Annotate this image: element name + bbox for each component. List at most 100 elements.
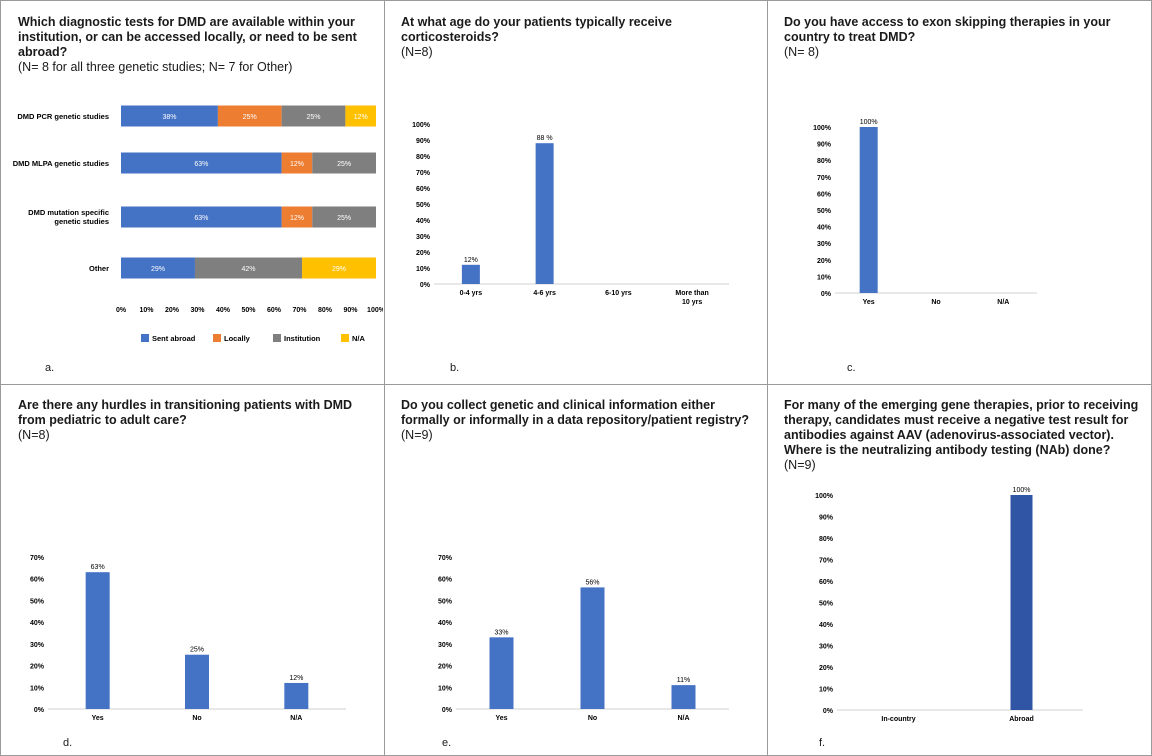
bar xyxy=(535,143,554,284)
data-label: 12% xyxy=(290,215,304,222)
grid-divider xyxy=(384,1,385,755)
bar-segment xyxy=(312,206,376,228)
panel-title: Do you have access to exon skipping ther… xyxy=(784,15,1146,60)
panel-d: Are there any hurdles in transitioning p… xyxy=(1,384,383,754)
x-tick-label: 0% xyxy=(116,307,127,314)
y-tick-label: 20% xyxy=(416,250,431,257)
data-label: 12% xyxy=(290,161,304,168)
bar-chart-b: 0% 10% 20% 30% 40% 50% 60% 70% 80% 90% 100% 12% 0-4 … xyxy=(412,122,729,306)
x-tick-label: 100% xyxy=(367,307,383,314)
y-tick-label: 0% xyxy=(823,708,834,715)
category-label: DMD mutation specific xyxy=(28,208,109,217)
y-tick-label: 70% xyxy=(819,558,834,565)
data-label: 56% xyxy=(585,579,599,586)
y-tick-label: 90% xyxy=(819,515,834,522)
data-label: 33% xyxy=(494,629,508,636)
y-tick-label: 100% xyxy=(813,125,832,132)
x-tick-label: N/A xyxy=(290,715,302,722)
panel-label: f. xyxy=(819,737,826,749)
category-label: DMD PCR genetic studies xyxy=(17,112,109,121)
y-tick-label: 40% xyxy=(416,218,431,225)
y-tick-label: 80% xyxy=(416,154,431,161)
panel-label: c. xyxy=(847,362,856,374)
data-label: 29% xyxy=(151,266,165,273)
y-tick-label: 10% xyxy=(416,266,431,273)
x-tick-label: 4-6 yrs xyxy=(533,290,556,297)
y-tick-label: 20% xyxy=(438,664,453,671)
panel-label: e. xyxy=(442,737,452,749)
data-label: 12% xyxy=(289,675,303,682)
panel-subtitle: (N=9) xyxy=(784,458,816,472)
panel-subtitle: (N= 8 for all three genetic studies; N= … xyxy=(18,60,293,74)
y-tick-label: 10% xyxy=(30,685,45,692)
legend-label: Sent abroad xyxy=(152,334,196,343)
bar-segment xyxy=(121,257,195,279)
bar xyxy=(461,264,480,284)
x-tick-label: 30% xyxy=(190,307,205,314)
x-tick-label: 50% xyxy=(241,307,256,314)
bar-segment xyxy=(217,105,282,127)
panel-title-text: For many of the emerging gene therapies,… xyxy=(784,398,1139,457)
grid-divider xyxy=(1,384,1151,385)
y-tick-label: 100% xyxy=(412,122,431,129)
bar-segment xyxy=(345,105,376,127)
bar xyxy=(671,685,696,709)
x-tick-label: 40% xyxy=(216,307,231,314)
x-tick-label: 0-4 yrs xyxy=(460,290,483,297)
y-tick-label: 60% xyxy=(30,577,45,584)
data-label: 25% xyxy=(337,161,351,168)
y-tick-label: 0% xyxy=(821,291,832,298)
y-tick-label: 30% xyxy=(30,642,45,649)
legend-swatch xyxy=(213,334,221,342)
y-tick-label: 60% xyxy=(819,579,834,586)
bar-chart-f: 0% 10% 20% 30% 40% 50% 60% 70% 80% 90% 100% In-coun… xyxy=(815,487,1083,723)
x-tick-label: 90% xyxy=(343,307,358,314)
panel-f: For many of the emerging gene therapies,… xyxy=(767,384,1150,754)
category-label: genetic studies xyxy=(54,217,109,226)
x-tick-label: Yes xyxy=(495,715,507,722)
y-tick-label: 40% xyxy=(438,620,453,627)
panel-title: Which diagnostic tests for DMD are avail… xyxy=(18,15,380,75)
y-tick-label: 100% xyxy=(815,493,834,500)
y-tick-label: 70% xyxy=(438,555,453,562)
legend-label: N/A xyxy=(352,334,366,343)
y-tick-label: 90% xyxy=(416,138,431,145)
x-tick-label: 20% xyxy=(165,307,180,314)
y-tick-label: 50% xyxy=(30,598,45,605)
bar-segment xyxy=(121,105,218,127)
y-tick-label: 0% xyxy=(442,707,453,714)
y-tick-label: 10% xyxy=(819,687,834,694)
grid-divider xyxy=(767,1,768,755)
legend-label: Institution xyxy=(284,334,321,343)
category-label: DMD MLPA genetic studies xyxy=(13,159,109,168)
panel-title-text: Do you have access to exon skipping ther… xyxy=(784,15,1111,44)
data-label: 25% xyxy=(243,114,257,121)
y-tick-label: 60% xyxy=(438,577,453,584)
legend-swatch xyxy=(273,334,281,342)
x-tick-label: In-country xyxy=(881,716,915,723)
data-label: 88 % xyxy=(537,135,553,142)
panel-subtitle: (N=9) xyxy=(401,428,433,442)
legend-label: Locally xyxy=(224,334,251,343)
bar xyxy=(580,587,605,709)
bar-chart-c: 0% 10% 20% 30% 40% 50% 60% 70% 80% 90% 100% 100% Yes… xyxy=(813,119,1037,306)
y-tick-label: 0% xyxy=(420,282,431,289)
x-tick-label: More than xyxy=(675,290,708,297)
panel-subtitle: (N= 8) xyxy=(784,45,820,59)
category-label: Other xyxy=(89,264,109,273)
bar-segment xyxy=(121,206,282,228)
data-label: 42% xyxy=(241,266,255,273)
data-label: 25% xyxy=(307,114,321,121)
x-tick-label: N/A xyxy=(997,299,1009,306)
y-tick-label: 40% xyxy=(817,225,832,232)
data-label: 12% xyxy=(464,257,478,264)
legend-swatch xyxy=(141,334,149,342)
x-tick-label: Abroad xyxy=(1009,716,1034,723)
panel-c: Do you have access to exon skipping ther… xyxy=(767,1,1150,383)
panel-label: d. xyxy=(63,737,73,749)
panel-title: For many of the emerging gene therapies,… xyxy=(784,398,1146,473)
y-tick-label: 10% xyxy=(438,685,453,692)
data-label: 100% xyxy=(1013,487,1031,494)
bar-segment xyxy=(121,152,282,174)
panel-e: Do you collect genetic and clinical info… xyxy=(384,384,766,754)
